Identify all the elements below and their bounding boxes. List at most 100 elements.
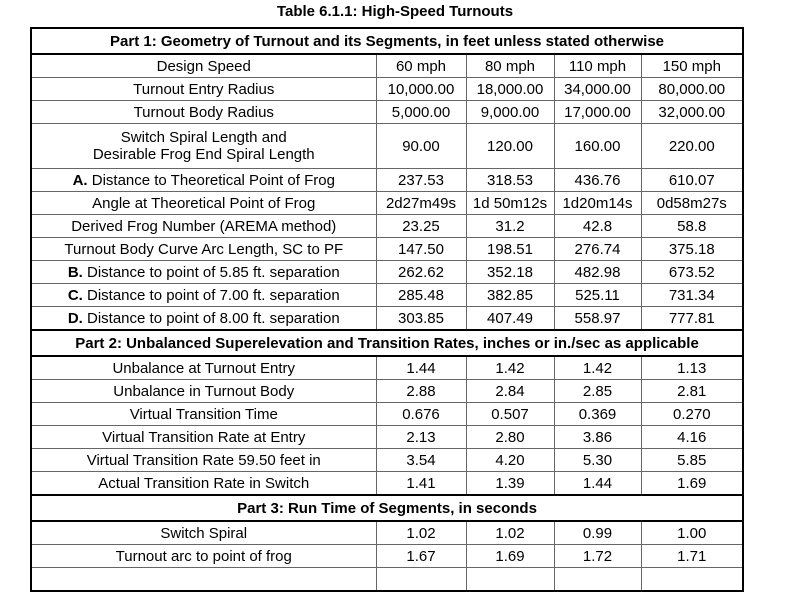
value-cell: 120.00 [465, 123, 555, 169]
value-cell: 5.30 [553, 448, 642, 472]
value-cell: 352.18 [465, 260, 555, 284]
table-row: Switch Spiral Length and Desirable Frog E… [30, 123, 744, 169]
value-cell [375, 567, 467, 592]
value-cell: 237.53 [375, 168, 467, 192]
row-label-cell: B. Distance to point of 5.85 ft. separat… [30, 260, 377, 284]
row-prefix: C. [67, 286, 83, 304]
value-cell: 58.8 [640, 214, 744, 238]
table-row: Switch Spiral 1.02 1.02 0.99 1.00 [30, 520, 744, 545]
row-label: Virtual Transition Rate at Entry [102, 428, 306, 446]
row-label-cell: Switch Spiral [30, 520, 377, 545]
row-label: Turnout Entry Radius [133, 80, 275, 98]
row-prefix: B. [67, 263, 83, 281]
value-cell: 285.48 [375, 283, 467, 307]
value-cell: 2.80 [465, 425, 555, 449]
value-cell: 10,000.00 [375, 77, 467, 101]
part3-header-row: Part 3: Run Time of Segments, in seconds [29, 494, 745, 522]
value-cell: 1.02 [375, 520, 467, 545]
row-label: Distance to point of 5.85 ft. separation [87, 263, 340, 281]
row-label: Turnout Body Curve Arc Length, SC to PF [64, 240, 344, 258]
value-cell: 262.62 [375, 260, 467, 284]
row-label: Virtual Transition Time [129, 405, 278, 423]
value-cell: 1.42 [465, 355, 555, 380]
value-cell: 4.20 [465, 448, 555, 472]
table-row: Actual Transition Rate in Switch 1.41 1.39… [30, 471, 744, 496]
value-cell: 777.81 [640, 306, 744, 331]
table-row: A. Distance to Theoretical Point of Frog… [30, 168, 744, 192]
row-label-line2: Desirable Frog End Spiral Length [92, 146, 315, 163]
table-row: Unbalance in Turnout Body 2.88 2.84 2.85 2.8… [30, 379, 744, 403]
row-label: Distance to point of 7.00 ft. separation [87, 286, 340, 304]
row-label-cell: Virtual Transition Rate 59.50 feet in [30, 448, 377, 472]
part2-header-row: Part 2: Unbalanced Superelevation and Tr… [29, 329, 745, 357]
table-row: Derived Frog Number (AREMA method) 23.25 3… [30, 214, 744, 238]
value-cell: 17,000.00 [553, 100, 642, 124]
value-cell: 5,000.00 [375, 100, 467, 124]
turnouts-table: Part 1: Geometry of Turnout and its Segm… [29, 27, 745, 592]
row-label: Virtual Transition Rate 59.50 feet in [86, 451, 321, 469]
row-label: Distance to Theoretical Point of Frog [91, 171, 335, 189]
table-row: Virtual Transition Rate at Entry 2.13 2.80… [30, 425, 744, 449]
row-label-cell: D. Distance to point of 8.00 ft. separat… [30, 306, 377, 331]
value-cell: 80 mph [465, 53, 555, 78]
table-row: Design Speed 60 mph 80 mph 110 mph 150 mph [30, 53, 744, 78]
value-cell: 1.69 [640, 471, 744, 496]
row-label-cell: A. Distance to Theoretical Point of Frog [30, 168, 377, 192]
value-cell: 525.11 [553, 283, 642, 307]
row-label-cell: Derived Frog Number (AREMA method) [30, 214, 377, 238]
value-cell: 34,000.00 [553, 77, 642, 101]
value-cell: 1.13 [640, 355, 744, 380]
table-row: Turnout Body Radius 5,000.00 9,000.00 17,00… [30, 100, 744, 124]
value-cell: 4.16 [640, 425, 744, 449]
value-cell: 731.34 [640, 283, 744, 307]
row-label-cell: Design Speed [30, 53, 377, 78]
value-cell: 2.13 [375, 425, 467, 449]
section-header: Part 1: Geometry of Turnout and its Segm… [29, 27, 745, 55]
value-cell: 80,000.00 [640, 77, 744, 101]
value-cell: 90.00 [375, 123, 467, 169]
value-cell: 407.49 [465, 306, 555, 331]
table-row: C. Distance to point of 7.00 ft. separat… [30, 283, 744, 307]
table-row: Angle at Theoretical Point of Frog 2d27m4… [30, 191, 744, 215]
value-cell [553, 567, 642, 592]
value-cell [640, 567, 744, 592]
value-cell: 18,000.00 [465, 77, 555, 101]
row-label-cell: Angle at Theoretical Point of Frog [30, 191, 377, 215]
value-cell: 1d20m14s [553, 191, 642, 215]
table-row: Turnout Entry Radius 10,000.00 18,000.00 34… [30, 77, 744, 101]
row-label: Actual Transition Rate in Switch [98, 474, 310, 492]
value-cell: 150 mph [640, 53, 744, 78]
value-cell: 0.99 [553, 520, 642, 545]
section-header: Part 2: Unbalanced Superelevation and Tr… [29, 329, 745, 357]
value-cell: 42.8 [553, 214, 642, 238]
row-label-cell: Actual Transition Rate in Switch [30, 471, 377, 496]
value-cell: 5.85 [640, 448, 744, 472]
value-cell: 32,000.00 [640, 100, 744, 124]
value-cell: 318.53 [465, 168, 555, 192]
table-title: Table 6.1.1: High-Speed Turnouts [276, 3, 514, 20]
value-cell: 1.00 [640, 520, 744, 545]
value-cell: 23.25 [375, 214, 467, 238]
value-cell: 436.76 [553, 168, 642, 192]
value-cell: 110 mph [553, 53, 642, 78]
value-cell: 558.97 [553, 306, 642, 331]
value-cell: 0d58m27s [640, 191, 744, 215]
row-label: Derived Frog Number (AREMA method) [71, 217, 337, 235]
row-prefix: D. [67, 309, 83, 327]
value-cell: 3.54 [375, 448, 467, 472]
value-cell: 673.52 [640, 260, 744, 284]
value-cell: 31.2 [465, 214, 555, 238]
value-cell: 0.507 [465, 402, 555, 426]
row-label: Switch Spiral [160, 524, 248, 542]
row-label-cell [30, 567, 377, 592]
value-cell: 1.39 [465, 471, 555, 496]
value-cell: 160.00 [553, 123, 642, 169]
table-row [30, 567, 744, 592]
value-cell: 1.67 [375, 544, 467, 568]
row-label-cell: Switch Spiral Length and Desirable Frog E… [30, 123, 377, 169]
section-header: Part 3: Run Time of Segments, in seconds [29, 494, 745, 522]
value-cell: 303.85 [375, 306, 467, 331]
table-row: Virtual Transition Rate 59.50 feet in 3.5… [30, 448, 744, 472]
row-label-cell: Unbalance in Turnout Body [30, 379, 377, 403]
value-cell: 198.51 [465, 237, 555, 261]
